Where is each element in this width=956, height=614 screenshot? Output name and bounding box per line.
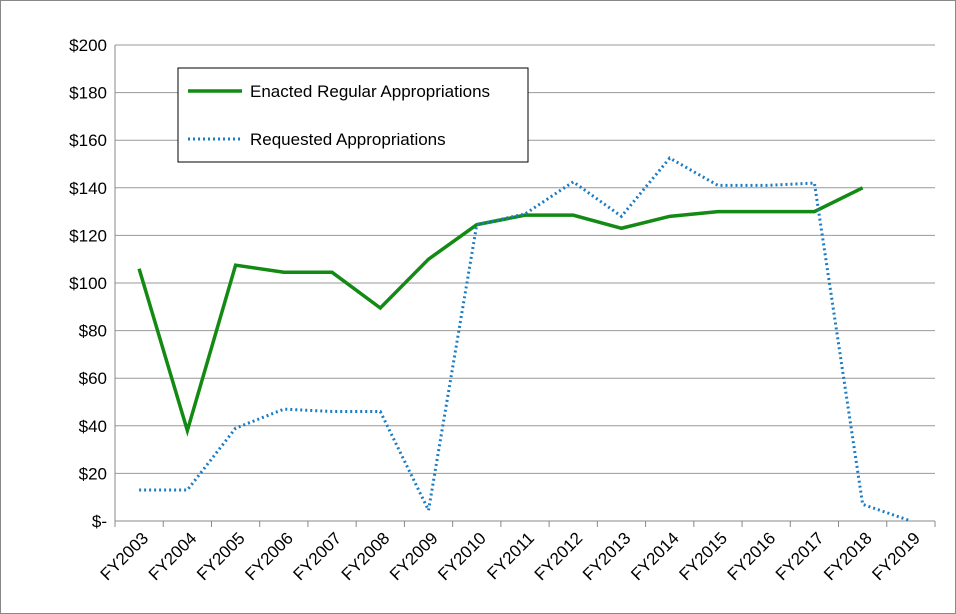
y-tick-label: $160 xyxy=(69,131,107,150)
y-tick-label: $40 xyxy=(79,417,107,436)
legend-label: Enacted Regular Appropriations xyxy=(250,82,490,101)
y-tick-label: $200 xyxy=(69,36,107,55)
legend-label: Requested Appropriations xyxy=(250,130,446,149)
y-tick-label: $- xyxy=(92,512,107,531)
y-tick-label: $60 xyxy=(79,369,107,388)
series-line xyxy=(139,156,912,523)
legend-box xyxy=(177,67,529,163)
series-line xyxy=(137,186,864,437)
y-tick-label: $140 xyxy=(69,179,107,198)
y-tick-label: $20 xyxy=(79,464,107,483)
y-tick-label: $80 xyxy=(79,322,107,341)
y-tick-label: $180 xyxy=(69,84,107,103)
y-tick-label: $120 xyxy=(69,226,107,245)
y-tick-label: $100 xyxy=(69,274,107,293)
